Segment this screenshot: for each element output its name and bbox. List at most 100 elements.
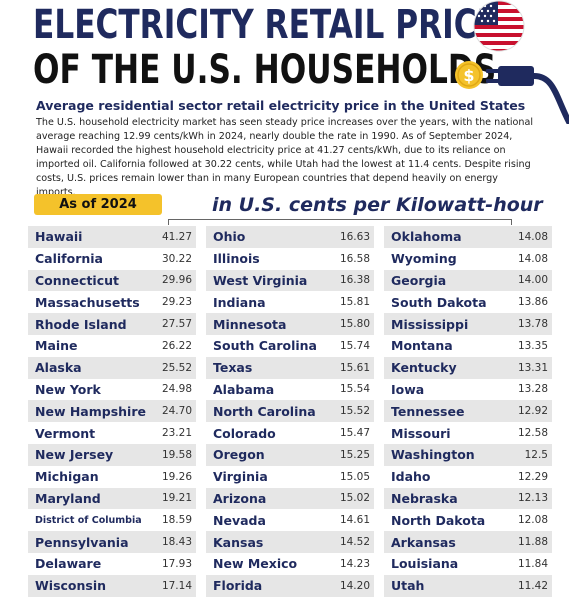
state-row: New Jersey 19.58 — [28, 443, 196, 466]
state-name: Ohio — [213, 229, 246, 245]
state-name: Virginia — [213, 469, 268, 485]
state-row: Indiana 15.81 — [206, 291, 374, 313]
state-name: North Carolina — [213, 403, 316, 419]
state-name: District of Columbia — [35, 514, 142, 526]
state-name: Indiana — [213, 294, 266, 310]
state-name: Arkansas — [391, 534, 456, 550]
state-name: Oregon — [213, 447, 265, 463]
state-name: Tennessee — [391, 403, 465, 419]
state-name: Wisconsin — [35, 578, 107, 594]
price-value: 19.21 — [161, 492, 192, 505]
price-value: 16.63 — [339, 230, 370, 243]
price-value: 23.21 — [161, 427, 192, 440]
state-row: Tennessee 12.92 — [384, 400, 552, 423]
state-row: New Mexico 14.23 — [206, 553, 374, 575]
state-name: Connecticut — [35, 272, 119, 288]
state-name: Mississippi — [391, 316, 469, 332]
state-row: Arkansas 11.88 — [384, 531, 552, 553]
state-name: California — [35, 251, 103, 267]
price-value: 14.52 — [339, 536, 370, 549]
price-value: 12.13 — [517, 492, 548, 505]
state-name: South Dakota — [391, 294, 487, 310]
state-name: Vermont — [35, 425, 96, 441]
price-value: 14.20 — [339, 579, 370, 592]
state-name: Illinois — [213, 251, 260, 267]
state-row: West Virginia 16.38 — [206, 269, 374, 292]
dollar-coin-icon: $ — [455, 61, 483, 89]
price-value: 15.81 — [339, 296, 370, 309]
state-name: Oklahoma — [391, 229, 462, 245]
price-column-2: Ohio 16.63 Illinois 16.58 West Virginia 16.38… — [206, 226, 374, 597]
price-value: 18.43 — [161, 536, 192, 549]
price-value: 15.47 — [339, 427, 370, 440]
state-name: Montana — [391, 338, 453, 354]
state-name: Idaho — [391, 469, 431, 485]
price-value: 11.84 — [517, 557, 548, 570]
state-row: South Dakota 13.86 — [384, 291, 552, 313]
state-name: New Mexico — [213, 556, 298, 572]
state-name: South Carolina — [213, 338, 317, 354]
price-value: 15.80 — [339, 318, 370, 331]
price-value: 16.38 — [339, 274, 370, 287]
state-row: Kentucky 13.31 — [384, 356, 552, 379]
state-row: Texas 15.61 — [206, 356, 374, 379]
price-value: 15.52 — [339, 405, 370, 418]
state-row: Hawaii 41.27 — [28, 226, 196, 248]
state-row: Idaho 12.29 — [384, 466, 552, 488]
state-row: Massachusetts 29.23 — [28, 291, 196, 313]
state-name: Louisiana — [391, 556, 459, 572]
state-name: Minnesota — [213, 316, 287, 332]
state-name: Rhode Island — [35, 316, 127, 332]
units-bracket — [168, 219, 512, 225]
state-row: Kansas 14.52 — [206, 531, 374, 553]
state-name: Arizona — [213, 490, 267, 506]
price-value: 16.58 — [339, 252, 370, 265]
price-value: 15.61 — [339, 361, 370, 374]
state-row: North Carolina 15.52 — [206, 400, 374, 423]
price-value: 19.58 — [161, 448, 192, 461]
state-row: Washington 12.5 — [384, 443, 552, 466]
state-name: Nebraska — [391, 490, 458, 506]
state-name: Alabama — [213, 381, 275, 397]
state-name: Iowa — [391, 381, 425, 397]
price-value: 15.54 — [339, 383, 370, 396]
state-row: Maryland 19.21 — [28, 487, 196, 510]
state-name: Florida — [213, 578, 263, 594]
price-value: 30.22 — [161, 252, 192, 265]
state-row: Utah 11.42 — [384, 574, 552, 597]
state-row: Alaska 25.52 — [28, 356, 196, 379]
price-column-1: Hawaii 41.27 California 30.22 Connecticut 29.… — [28, 226, 196, 597]
price-value: 12.92 — [517, 405, 548, 418]
state-name: New Jersey — [35, 447, 114, 463]
price-value: 11.88 — [517, 536, 548, 549]
state-row: Rhode Island 27.57 — [28, 313, 196, 335]
price-value: 17.14 — [161, 579, 192, 592]
state-row: Mississippi 13.78 — [384, 313, 552, 335]
state-name: Alaska — [35, 360, 82, 376]
state-name: Georgia — [391, 272, 447, 288]
state-row: Alabama 15.54 — [206, 379, 374, 401]
state-name: Nevada — [213, 512, 266, 528]
price-value: 17.93 — [161, 557, 192, 570]
svg-text:$: $ — [463, 66, 474, 85]
state-row: New Hampshire 24.70 — [28, 400, 196, 423]
state-row: Pennsylvania 18.43 — [28, 531, 196, 553]
state-name: New Hampshire — [35, 403, 146, 419]
state-row: Missouri 12.58 — [384, 422, 552, 444]
state-row: Illinois 16.58 — [206, 248, 374, 270]
state-row: California 30.22 — [28, 248, 196, 270]
state-row: Iowa 13.28 — [384, 379, 552, 401]
state-row: Wisconsin 17.14 — [28, 574, 196, 597]
price-value: 27.57 — [161, 318, 192, 331]
state-row: Delaware 17.93 — [28, 553, 196, 575]
subtitle: Average residential sector retail electr… — [36, 98, 526, 113]
state-name: Colorado — [213, 425, 276, 441]
price-value: 14.08 — [517, 230, 548, 243]
state-name: Pennsylvania — [35, 534, 129, 550]
price-column-3: Oklahoma 14.08 Wyoming 14.08 Georgia 14.00 Sou… — [384, 226, 552, 597]
state-row: Colorado 15.47 — [206, 422, 374, 444]
price-value: 15.05 — [339, 470, 370, 483]
price-value: 15.25 — [339, 448, 370, 461]
state-row: Michigan 19.26 — [28, 466, 196, 488]
state-name: Utah — [391, 578, 425, 594]
